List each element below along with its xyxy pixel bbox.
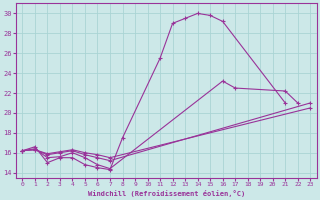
X-axis label: Windchill (Refroidissement éolien,°C): Windchill (Refroidissement éolien,°C) — [88, 190, 245, 197]
